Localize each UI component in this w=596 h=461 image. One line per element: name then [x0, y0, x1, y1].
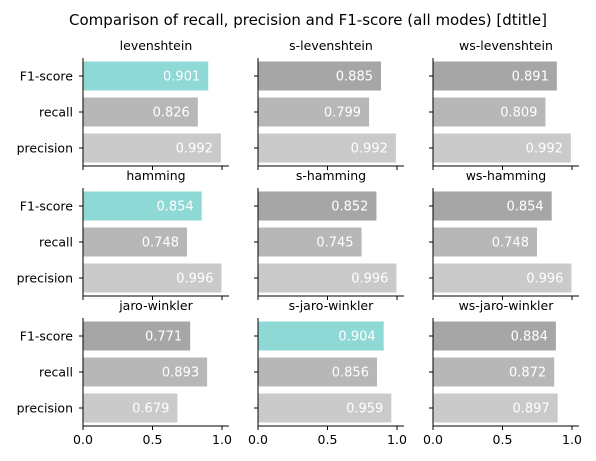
- panel-title-s-hamming: s-hamming: [296, 168, 366, 183]
- x-tick-label: 0.0: [248, 432, 268, 447]
- x-tick-label: 1.0: [387, 432, 407, 447]
- bar-s-jaro-winkler-precision: [258, 393, 392, 423]
- panel-title-ws-levenshtein: ws-levenshtein: [459, 38, 553, 53]
- bar-s-levenshtein-f1-score: [258, 61, 382, 91]
- y-tick-label-recall: recall: [39, 365, 73, 380]
- bar-levenshtein-recall: [83, 97, 198, 127]
- x-tick-label: 1.0: [562, 432, 582, 447]
- value-label-ws-levenshtein-f1-score: 0.891: [512, 70, 549, 85]
- value-label-levenshtein-recall: 0.826: [153, 106, 190, 121]
- value-label-s-jaro-winkler-precision: 0.959: [346, 402, 383, 417]
- value-label-s-levenshtein-precision: 0.992: [351, 142, 388, 157]
- x-tick-label: 0.0: [423, 432, 443, 447]
- value-label-jaro-winkler-recall: 0.893: [162, 366, 199, 381]
- x-tick-label: 0.5: [318, 432, 338, 447]
- panel-title-hamming: hamming: [126, 168, 185, 183]
- value-label-ws-hamming-recall: 0.748: [492, 236, 529, 251]
- value-label-ws-jaro-winkler-f1-score: 0.884: [511, 330, 548, 345]
- bar-hamming-recall: [83, 227, 187, 257]
- panel-title-levenshtein: levenshtein: [120, 38, 193, 53]
- panel-title-s-jaro-winkler: s-jaro-winkler: [289, 298, 374, 313]
- value-label-hamming-recall: 0.748: [142, 236, 179, 251]
- bar-jaro-winkler-recall: [83, 357, 208, 387]
- value-label-ws-jaro-winkler-precision: 0.897: [512, 402, 549, 417]
- bar-s-jaro-winkler-recall: [258, 357, 377, 387]
- bar-s-hamming-precision: [258, 263, 397, 293]
- x-tick-label: 0.5: [493, 432, 513, 447]
- value-label-s-jaro-winkler-f1-score: 0.904: [338, 330, 375, 345]
- bar-ws-hamming-f1-score: [433, 191, 552, 221]
- y-tick-label-precision: precision: [17, 401, 73, 416]
- value-label-s-hamming-recall: 0.745: [316, 236, 353, 251]
- value-label-ws-hamming-f1-score: 0.854: [506, 200, 543, 215]
- bar-ws-hamming-precision: [433, 263, 572, 293]
- y-tick-label-f1-score: F1-score: [20, 199, 74, 214]
- panel-title-jaro-winkler: jaro-winkler: [118, 298, 193, 313]
- bar-ws-levenshtein-recall: [433, 97, 546, 127]
- value-label-jaro-winkler-f1-score: 0.771: [145, 330, 182, 345]
- bar-ws-jaro-winkler-recall: [433, 357, 555, 387]
- value-label-s-jaro-winkler-recall: 0.856: [332, 366, 369, 381]
- bar-s-hamming-recall: [258, 227, 362, 257]
- bar-jaro-winkler-f1-score: [83, 321, 191, 351]
- x-tick-label: 0.5: [143, 432, 163, 447]
- value-label-hamming-precision: 0.996: [176, 272, 213, 287]
- value-label-s-levenshtein-recall: 0.799: [324, 106, 361, 121]
- value-label-s-levenshtein-f1-score: 0.885: [336, 70, 373, 85]
- bar-levenshtein-precision: [83, 133, 221, 163]
- value-label-ws-levenshtein-precision: 0.992: [526, 142, 563, 157]
- value-label-levenshtein-precision: 0.992: [176, 142, 213, 157]
- bar-s-levenshtein-precision: [258, 133, 396, 163]
- bar-hamming-f1-score: [83, 191, 202, 221]
- y-tick-label-recall: recall: [39, 235, 73, 250]
- bar-ws-levenshtein-f1-score: [433, 61, 557, 91]
- y-tick-label-precision: precision: [17, 141, 73, 156]
- panel-title-s-levenshtein: s-levenshtein: [289, 38, 373, 53]
- x-tick-label: 1.0: [212, 432, 232, 447]
- bar-ws-hamming-recall: [433, 227, 537, 257]
- bar-s-hamming-f1-score: [258, 191, 377, 221]
- bar-s-levenshtein-recall: [258, 97, 370, 127]
- bar-ws-jaro-winkler-precision: [433, 393, 558, 423]
- bar-levenshtein-f1-score: [83, 61, 209, 91]
- value-label-s-hamming-precision: 0.996: [351, 272, 388, 287]
- value-label-jaro-winkler-precision: 0.679: [132, 402, 169, 417]
- value-label-ws-jaro-winkler-recall: 0.872: [509, 366, 546, 381]
- y-tick-label-precision: precision: [17, 271, 73, 286]
- value-label-s-hamming-f1-score: 0.852: [331, 200, 368, 215]
- bar-ws-jaro-winkler-f1-score: [433, 321, 556, 351]
- value-label-hamming-f1-score: 0.854: [156, 200, 193, 215]
- bar-s-jaro-winkler-f1-score: [258, 321, 384, 351]
- chart-title: Comparison of recall, precision and F1-s…: [69, 11, 547, 29]
- value-label-ws-levenshtein-recall: 0.809: [500, 106, 537, 121]
- y-tick-label-recall: recall: [39, 105, 73, 120]
- y-tick-label-f1-score: F1-score: [20, 69, 74, 84]
- bar-jaro-winkler-precision: [83, 393, 178, 423]
- panel-title-ws-hamming: ws-hamming: [466, 168, 547, 183]
- bar-ws-levenshtein-precision: [433, 133, 571, 163]
- value-label-levenshtein-f1-score: 0.901: [163, 70, 200, 85]
- panel-title-ws-jaro-winkler: ws-jaro-winkler: [459, 298, 555, 313]
- y-tick-label-f1-score: F1-score: [20, 329, 74, 344]
- x-tick-label: 0.0: [73, 432, 93, 447]
- value-label-ws-hamming-precision: 0.996: [526, 272, 563, 287]
- bar-hamming-precision: [83, 263, 222, 293]
